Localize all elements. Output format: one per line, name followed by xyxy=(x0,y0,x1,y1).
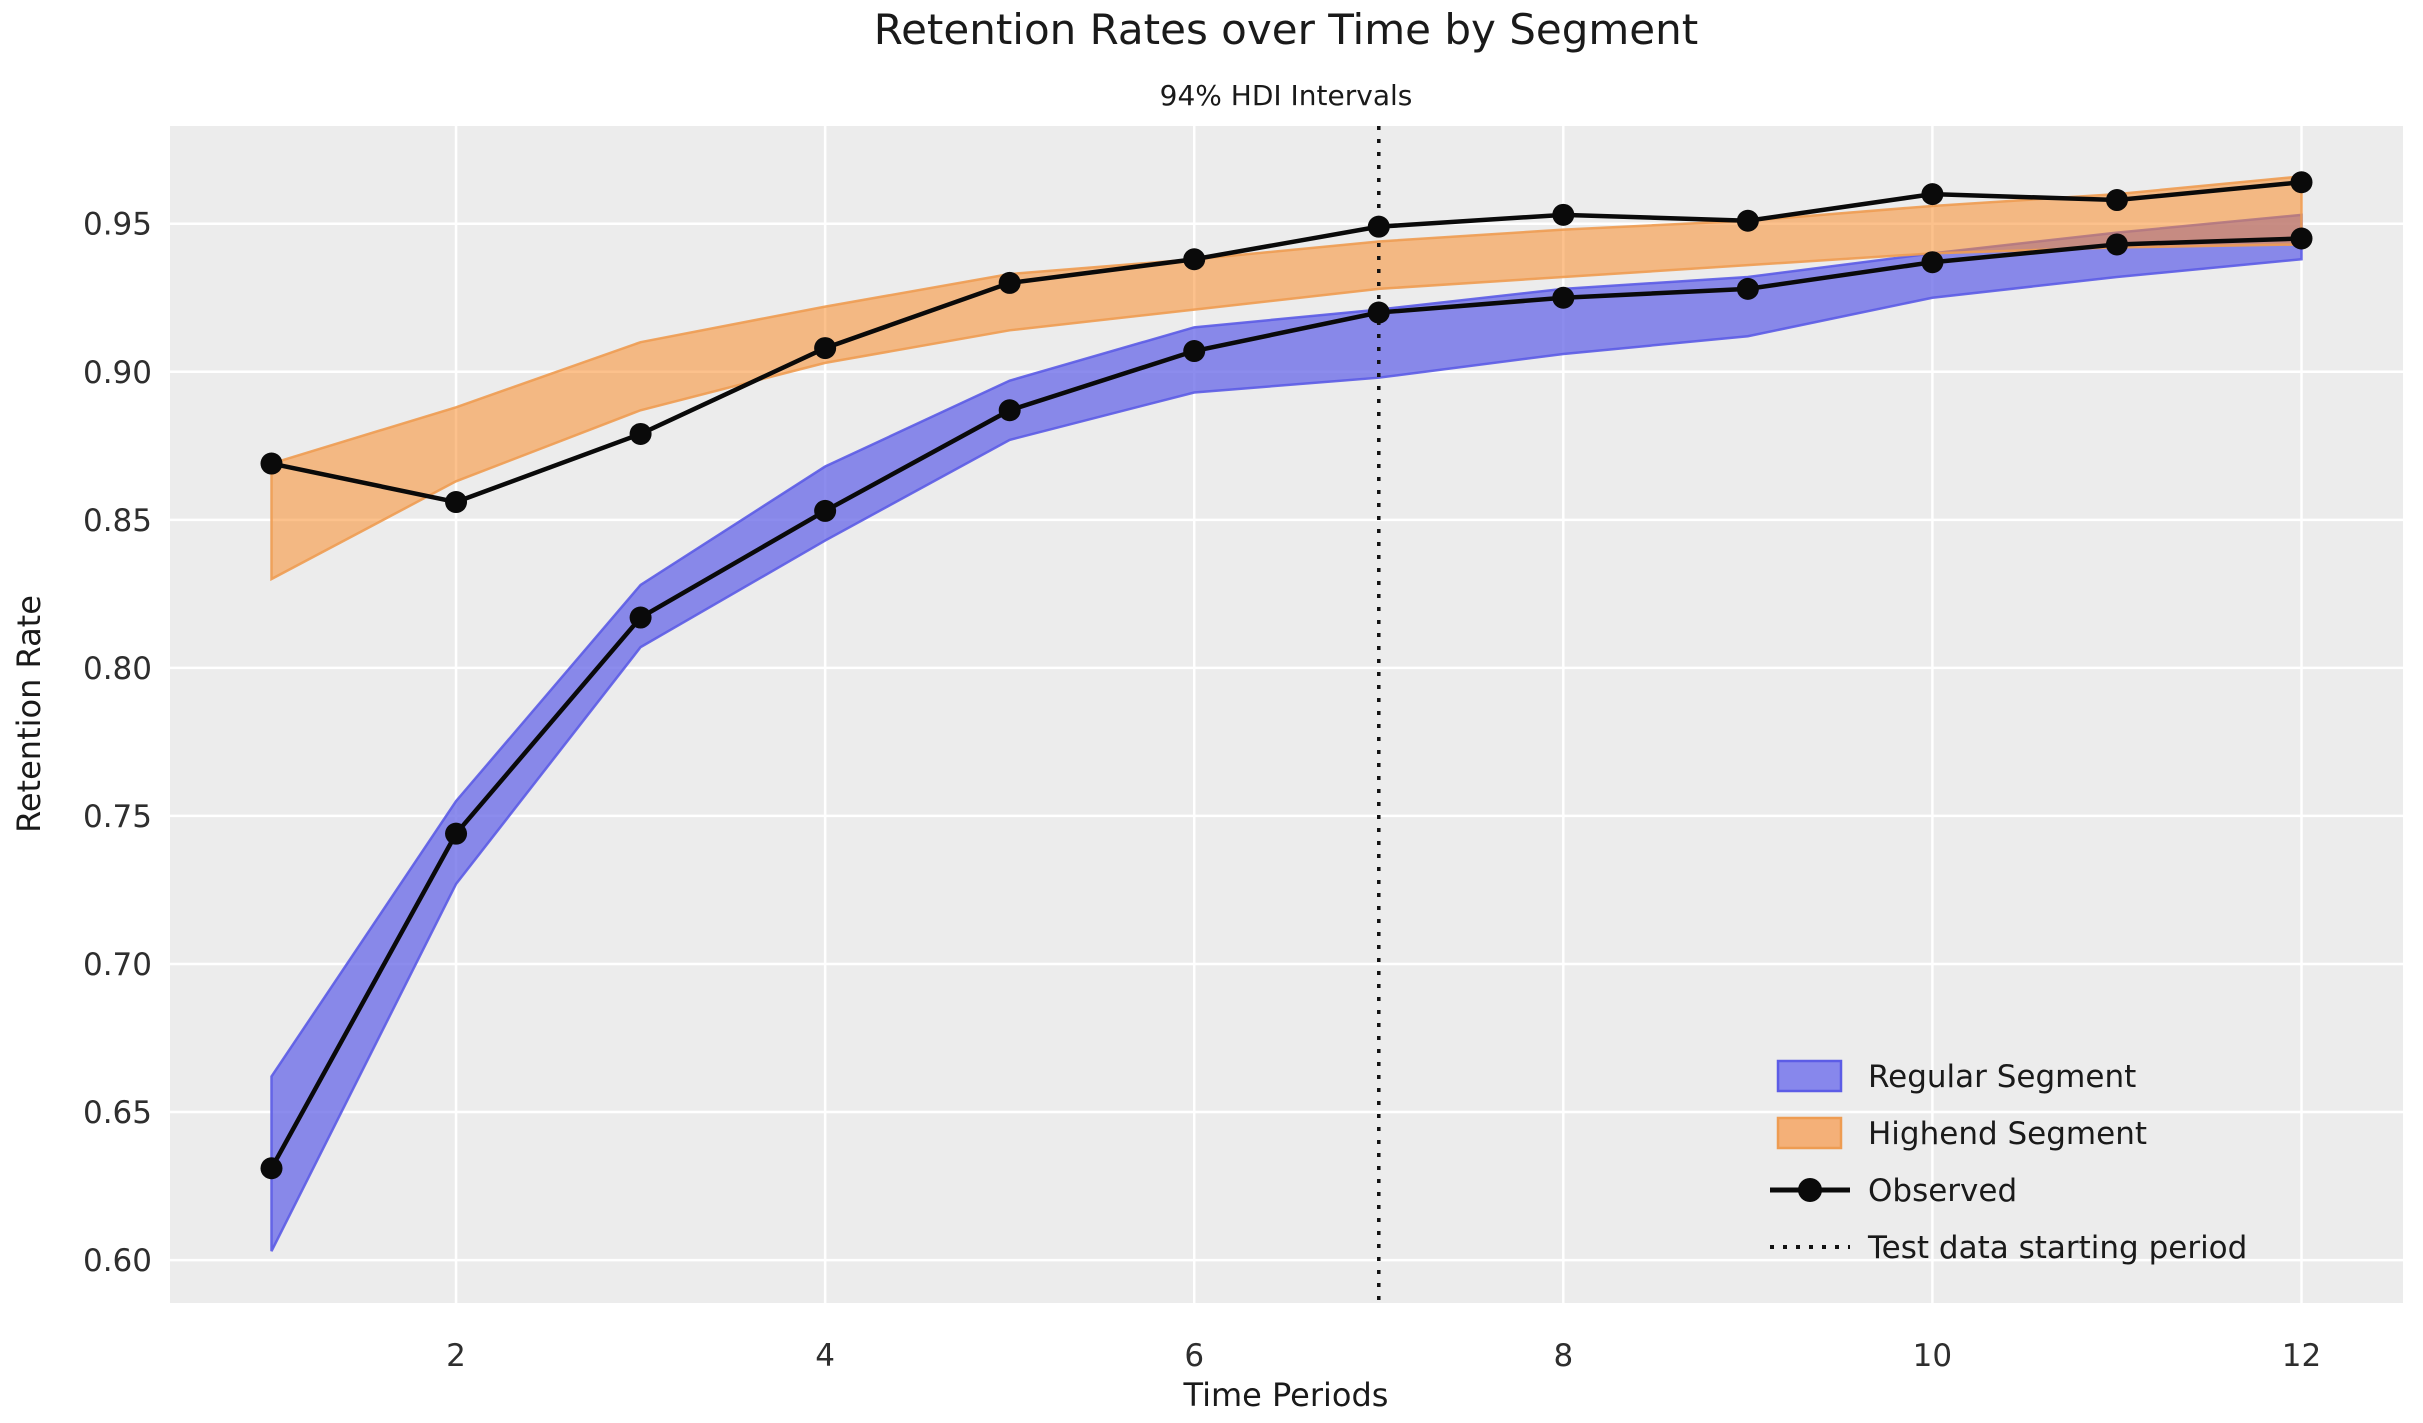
legend-label-test-period: Test data starting period xyxy=(1867,1230,2247,1266)
observed-marker xyxy=(1552,286,1575,309)
observed-marker xyxy=(629,422,652,445)
x-tick-label: 4 xyxy=(815,1338,835,1374)
observed-highend-line xyxy=(271,180,2302,505)
observed-marker xyxy=(629,606,652,629)
legend-item-observed: Observed xyxy=(1770,1173,2017,1209)
legend-label-observed: Observed xyxy=(1868,1173,2017,1209)
observed-marker xyxy=(260,452,283,475)
observed-marker xyxy=(260,1157,283,1180)
y-tick-label: 0.70 xyxy=(83,947,152,983)
y-tick-label: 0.90 xyxy=(83,355,152,391)
observed-marker xyxy=(1367,215,1390,238)
observed-marker xyxy=(1183,340,1206,363)
observed-marker xyxy=(445,491,468,514)
x-tick-label: 10 xyxy=(1913,1338,1952,1374)
observed-marker xyxy=(1921,183,1944,206)
observed-marker xyxy=(2105,233,2128,256)
plot-area: 2 4 6 8 10 12 0.60 0.65 0.70 0.75 0.80 0.85 0.90 0.95 xyxy=(83,126,2403,1374)
chart-subtitle: 94% HDI Intervals xyxy=(1160,79,1413,112)
observed-marker xyxy=(1736,209,1759,232)
observed-marker xyxy=(1367,301,1390,324)
observed-marker xyxy=(998,271,1021,294)
observed-marker xyxy=(814,337,837,360)
observed-marker xyxy=(1921,251,1944,274)
observed-marker xyxy=(445,822,468,845)
legend-item-regular: Regular Segment xyxy=(1776,1059,2136,1095)
observed-marker xyxy=(2290,171,2313,194)
x-tick-label: 12 xyxy=(2282,1338,2321,1374)
observed-regular-line xyxy=(269,236,2302,1170)
y-tick-label: 0.75 xyxy=(83,799,152,835)
observed-marker xyxy=(814,499,837,522)
x-axis-label: Time Periods xyxy=(1183,1376,1389,1414)
observed-marker xyxy=(2105,189,2128,212)
y-tick-label: 0.60 xyxy=(83,1243,152,1279)
observed-marker xyxy=(2290,227,2313,250)
observed-marker xyxy=(998,399,1021,422)
highend-segment-swatch-icon xyxy=(1776,1116,1843,1150)
y-tick-label: 0.80 xyxy=(83,651,152,687)
regular-segment-swatch-icon xyxy=(1776,1059,1843,1093)
observed-marker xyxy=(1552,203,1575,226)
observed-marker xyxy=(1736,277,1759,300)
observed-marker xyxy=(1183,248,1206,271)
y-tick-label: 0.65 xyxy=(83,1095,152,1131)
legend-label-regular: Regular Segment xyxy=(1868,1059,2136,1095)
legend-item-highend: Highend Segment xyxy=(1776,1116,2147,1152)
chart-title: Retention Rates over Time by Segment xyxy=(874,5,1698,54)
y-tick-label: 0.85 xyxy=(83,503,152,539)
observed-marker-icon xyxy=(1798,1178,1822,1202)
x-tick-label: 6 xyxy=(1184,1338,1204,1374)
legend-item-test-period: Test data starting period xyxy=(1770,1230,2247,1266)
x-tick-label: 2 xyxy=(446,1338,466,1374)
y-axis-label: Retention Rate xyxy=(10,595,48,833)
legend-label-highend: Highend Segment xyxy=(1868,1116,2147,1152)
regular-segment-hdi-band xyxy=(270,213,2303,1252)
y-tick-label: 0.95 xyxy=(83,207,152,243)
x-tick-label: 8 xyxy=(1553,1338,1573,1374)
legend: Regular Segment Highend Segment Observed… xyxy=(1770,1059,2247,1266)
